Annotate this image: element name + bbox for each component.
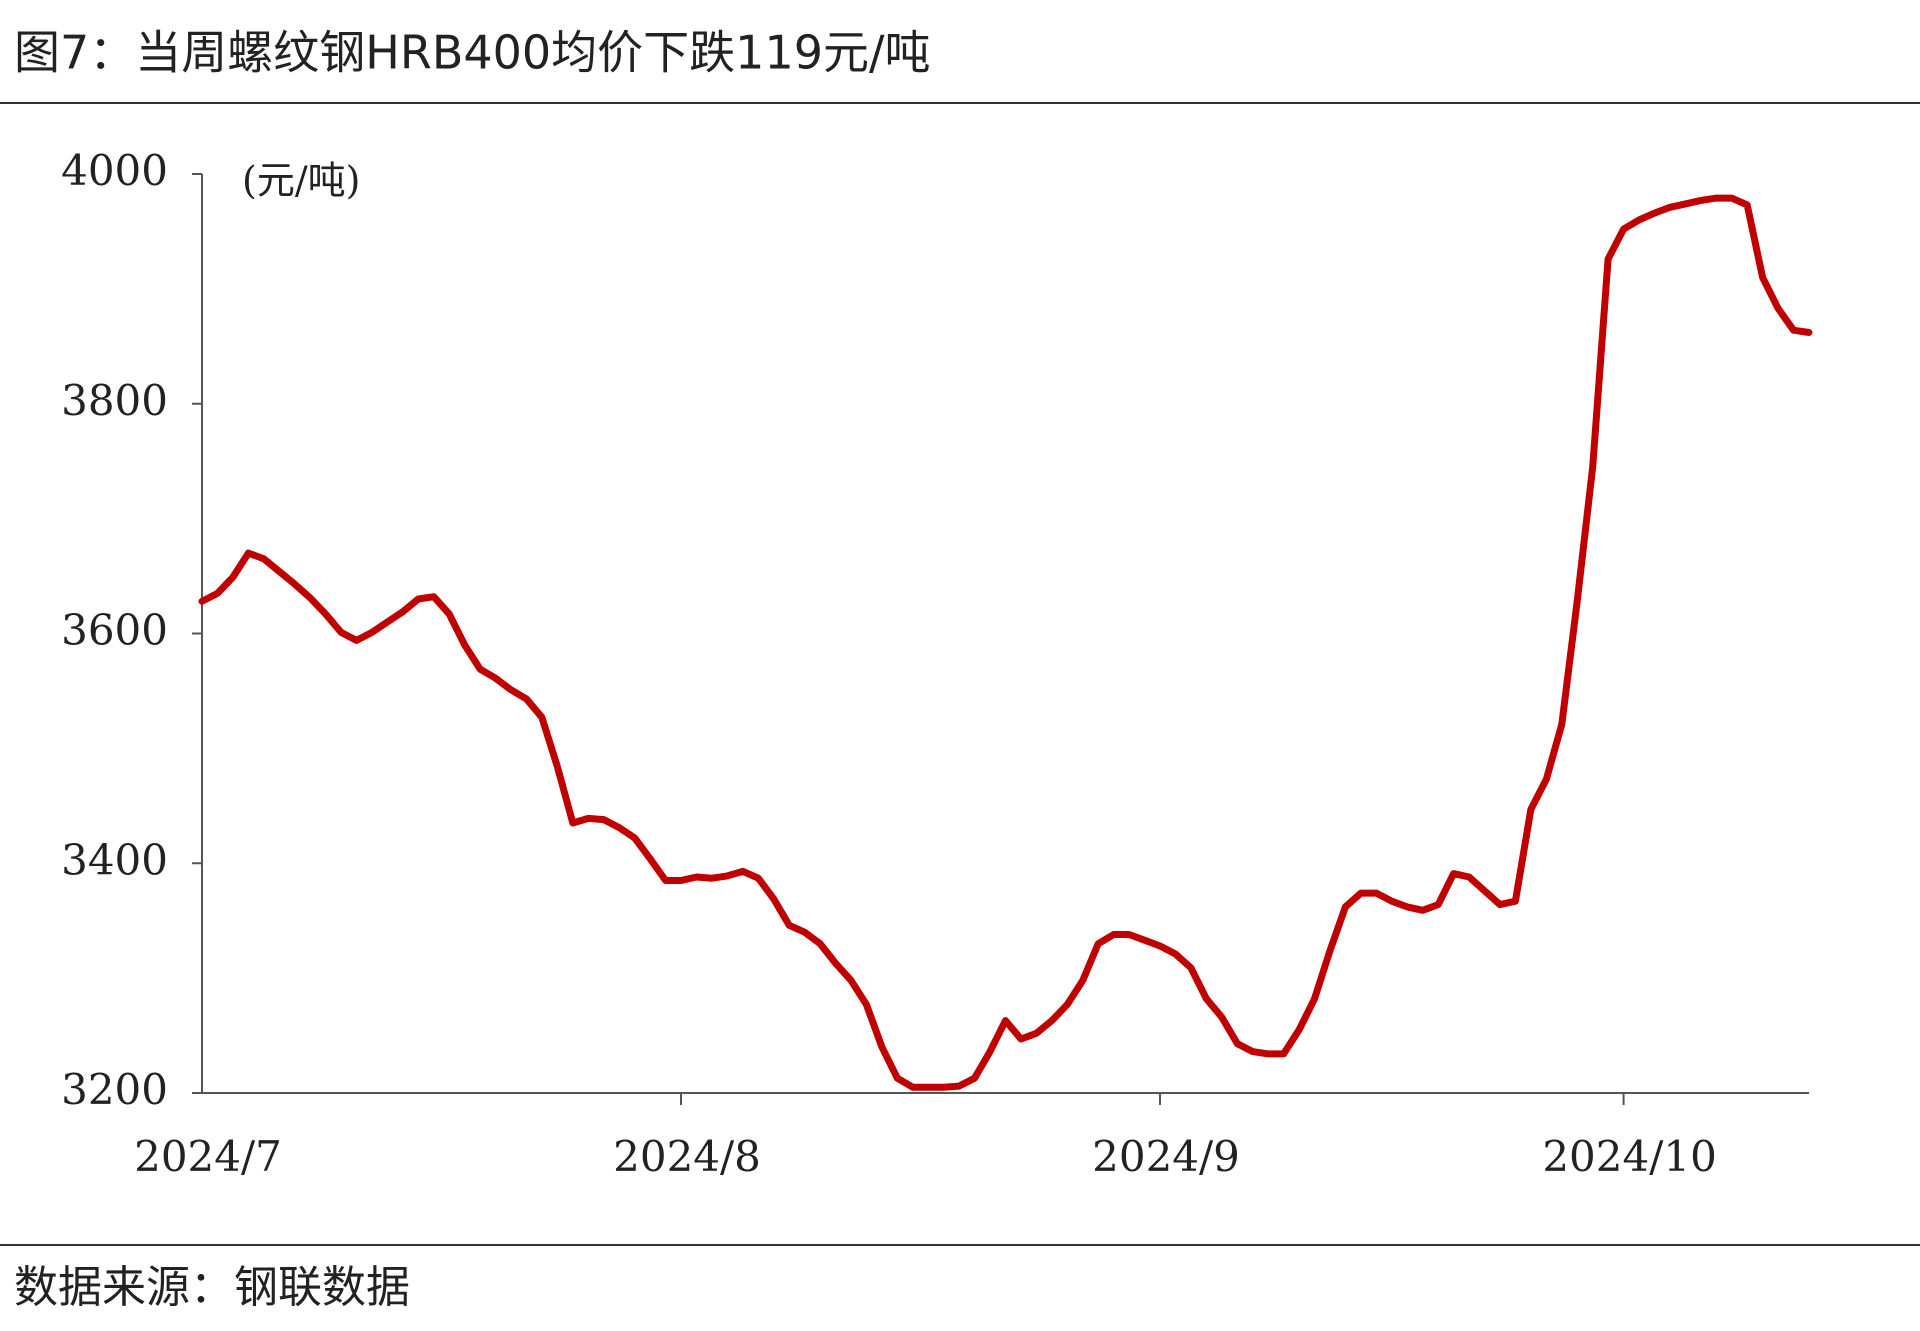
y-tick-label: 3400 (61, 835, 168, 884)
y-unit-label: (元/吨) (242, 159, 360, 203)
chart-title: 图7：当周螺纹钢HRB400均价下跌119元/吨 (14, 26, 930, 80)
y-tick-label: 4000 (61, 146, 168, 195)
price-line (198, 194, 1813, 1091)
source-note: 数据来源：钢联数据 (14, 1262, 410, 1313)
x-tick-label: 2024/7 (134, 1132, 282, 1181)
y-tick-label: 3800 (61, 376, 168, 425)
x-tick-label: 2024/10 (1542, 1132, 1716, 1181)
y-tick-label: 3200 (61, 1065, 168, 1114)
y-tick-label: 3600 (61, 606, 168, 655)
x-tick-label: 2024/8 (613, 1132, 761, 1181)
x-tick-label: 2024/9 (1092, 1132, 1240, 1181)
